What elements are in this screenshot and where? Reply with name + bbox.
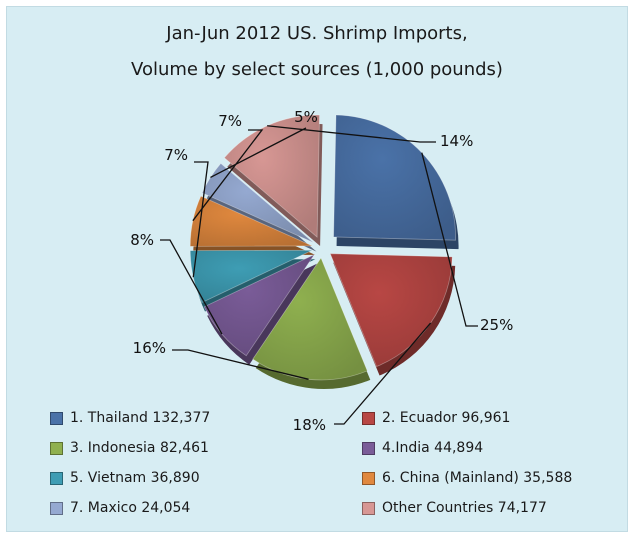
legend-label: 2. Ecuador 96,961 xyxy=(382,410,511,426)
pie-slice xyxy=(333,114,456,241)
legend-swatch xyxy=(362,441,375,455)
legend-label: 4.India 44,894 xyxy=(382,440,484,456)
legend-item: 1. Thailand 132,377 xyxy=(50,408,210,428)
pie-slice xyxy=(189,249,313,304)
chart-title: Jan-Jun 2012 US. Shrimp Imports, xyxy=(166,23,468,44)
percent-label: 18% xyxy=(293,416,326,434)
leader-line xyxy=(192,161,209,278)
leader-line xyxy=(210,127,307,179)
legend-label: 5. Vietnam 36,890 xyxy=(70,470,200,486)
percent-label: 16% xyxy=(133,339,166,357)
legend-item: Other Countries 74,177 xyxy=(362,498,547,518)
legend-label: 7. Maxico 24,054 xyxy=(70,500,191,516)
legend-item: 2. Ecuador 96,961 xyxy=(362,408,510,428)
legend-item: 4.India 44,894 xyxy=(362,438,483,458)
pie-slice xyxy=(201,162,314,244)
percent-label: 5% xyxy=(294,108,318,126)
leader-line xyxy=(267,125,436,143)
legend-item: 5. Vietnam 36,890 xyxy=(50,468,200,488)
legend-item: 6. China (Mainland) 35,588 xyxy=(362,468,572,488)
legend-item: 3. Indonesia 82,461 xyxy=(50,438,209,458)
percent-label: 25% xyxy=(480,316,513,334)
legend-swatch xyxy=(50,441,63,455)
legend-swatch xyxy=(50,411,63,425)
percent-label: 7% xyxy=(218,112,242,130)
legend-label: 3. Indonesia 82,461 xyxy=(70,440,209,456)
legend-label: Other Countries 74,177 xyxy=(382,500,547,516)
chart-subtitle: Volume by select sources (1,000 pounds) xyxy=(131,59,503,80)
leader-line xyxy=(160,239,223,335)
legend-label: 6. China (Mainland) 35,588 xyxy=(382,470,573,486)
leader-line xyxy=(172,349,309,380)
percent-label: 7% xyxy=(164,146,188,164)
legend-item: 7. Maxico 24,054 xyxy=(50,498,190,518)
legend-swatch xyxy=(362,501,375,515)
legend-swatch xyxy=(50,471,63,485)
legend-swatch xyxy=(50,501,63,515)
percent-label: 8% xyxy=(130,231,154,249)
legend-swatch xyxy=(362,411,375,425)
legend-swatch xyxy=(362,471,375,485)
leader-line xyxy=(334,322,432,425)
percent-label: 14% xyxy=(440,132,473,150)
leader-line xyxy=(421,152,478,327)
leader-line xyxy=(192,129,264,222)
legend-label: 1. Thailand 132,377 xyxy=(70,410,211,426)
